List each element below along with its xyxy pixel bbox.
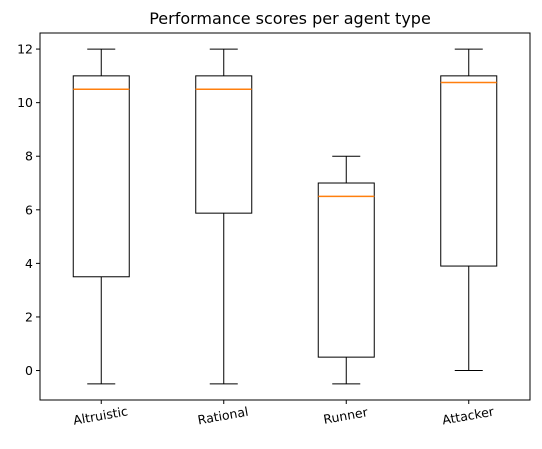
x-axis: Altruistic Rational Runner Attacker [72,400,496,428]
box [317,182,375,358]
box [440,75,498,267]
box-group [195,48,253,385]
box-group [440,48,498,372]
x-tick-label: Attacker [441,403,496,427]
y-tick-label: 2 [25,309,33,324]
box-group [72,48,130,385]
y-axis: 0 2 4 6 8 10 12 [17,42,40,378]
y-tick-label: 12 [17,42,33,57]
x-tick-label: Runner [322,404,369,427]
y-tick-label: 4 [25,256,33,271]
y-tick-label: 6 [25,202,33,217]
boxes-layer [72,48,498,385]
x-tick-label: Rational [196,404,249,428]
box [72,75,130,278]
y-tick-label: 0 [25,363,33,378]
box-group [317,155,375,385]
y-tick-label: 10 [17,95,33,110]
plot-area [39,32,531,401]
y-tick-label: 8 [25,149,33,164]
x-tick-label: Altruistic [72,403,129,427]
box [195,75,253,214]
chart-title: Performance scores per agent type [149,9,431,28]
